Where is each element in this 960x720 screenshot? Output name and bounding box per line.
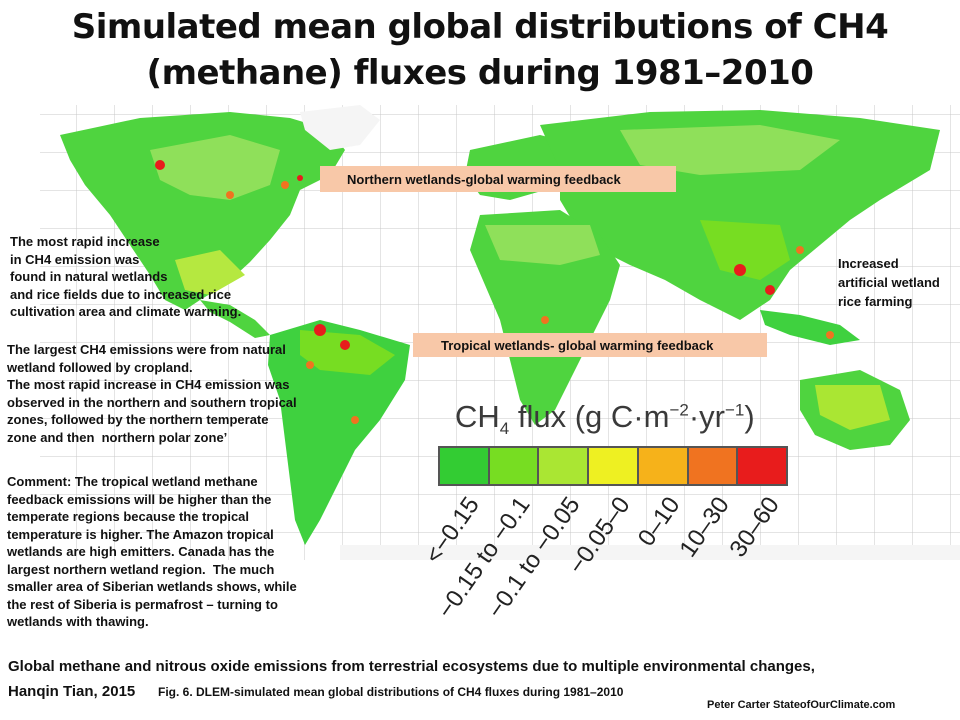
indonesia xyxy=(760,310,860,345)
legend-swatch-6 xyxy=(688,448,739,484)
legend-swatch-5 xyxy=(638,448,689,484)
tropical-banner-label: Tropical wetlands- global warming feedba… xyxy=(441,338,714,353)
legend-swatch-4 xyxy=(589,448,639,484)
title-line-1: Simulated mean global distributions of C… xyxy=(71,7,889,47)
legend-swatch-1 xyxy=(440,448,490,484)
legend-swatch-7 xyxy=(738,448,787,484)
rapid-increase-note: The most rapid increase in CH4 emission … xyxy=(10,234,242,319)
title-line-2: (methane) fluxes during 1981–2010 xyxy=(146,53,814,93)
legend-swatch-2 xyxy=(489,448,540,484)
figure-caption: Fig. 6. DLEM-simulated mean global distr… xyxy=(158,685,624,699)
legend-swatch-3 xyxy=(539,448,590,484)
source-author: Hanqin Tian, 2015 xyxy=(8,683,136,700)
legend-title: CH4 flux (g C·m−2·yr−1) xyxy=(455,399,755,439)
largest-emissions-note: The largest CH4 emissions were from natu… xyxy=(7,342,297,445)
page-title: Simulated mean global distributions of C… xyxy=(0,4,960,96)
greenland xyxy=(300,105,380,150)
northern-wetlands-banner: Northern wetlands-global warming feedbac… xyxy=(320,166,676,192)
source-citation: Global methane and nitrous oxide emissio… xyxy=(8,658,815,675)
northern-banner-label: Northern wetlands-global warming feedbac… xyxy=(347,172,621,187)
south-america xyxy=(268,320,410,545)
rice-farming-note: Increased artificial wetland rice farmin… xyxy=(838,256,940,309)
tropical-wetlands-banner: Tropical wetlands- global warming feedba… xyxy=(413,333,767,357)
legend-color-bar xyxy=(438,446,788,486)
comment-note: Comment: The tropical wetland methane fe… xyxy=(7,474,297,629)
credit-line: Peter Carter StateofOurClimate.com xyxy=(707,699,896,711)
